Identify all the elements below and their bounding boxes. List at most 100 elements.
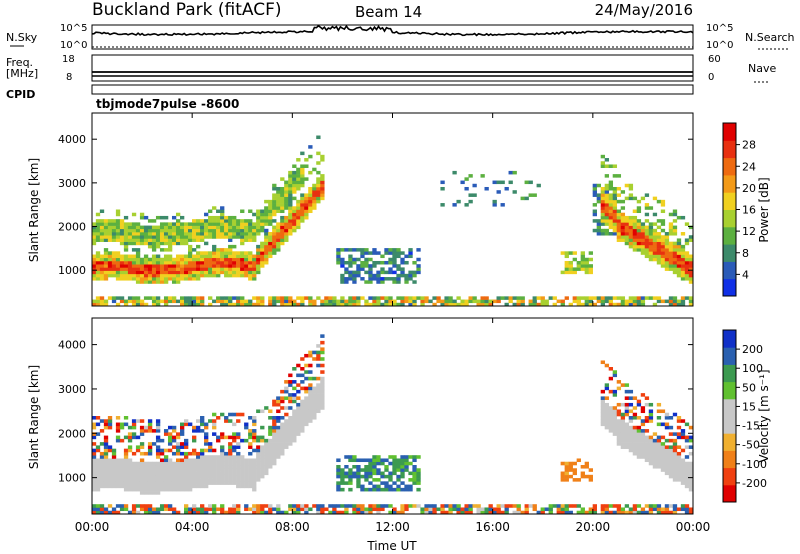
velocity-cell (572, 504, 577, 508)
velocity-cell (107, 425, 113, 430)
power-cell (175, 264, 181, 268)
velocity-cell (167, 465, 173, 469)
power-cell (568, 264, 573, 268)
power-cell (292, 222, 297, 226)
velocity-cell (288, 438, 293, 443)
velocity-cell (600, 416, 606, 420)
colorbar-tick-label: -15 (742, 420, 760, 433)
velocity-cell (304, 419, 309, 423)
velocity-cell (135, 504, 141, 508)
power-cell (123, 299, 129, 304)
power-cell (528, 180, 533, 185)
power-cell (380, 302, 385, 307)
velocity-cell (564, 471, 569, 476)
power-cell (212, 267, 217, 271)
velocity-cell (119, 507, 125, 512)
velocity-cell (656, 461, 662, 466)
power-cell (640, 228, 646, 233)
velocity-cell (139, 442, 145, 446)
velocity-cell (660, 468, 666, 472)
velocity-cell (604, 425, 610, 430)
power-cell (660, 203, 666, 207)
velocity-cell (143, 429, 149, 433)
power-cell (604, 164, 610, 168)
velocity-cell (268, 455, 273, 459)
velocity-cell (568, 465, 573, 469)
velocity-cell (604, 504, 610, 508)
velocity-cell (576, 510, 581, 515)
power-cell (276, 190, 281, 194)
power-cell (308, 193, 313, 197)
velocity-cell (280, 429, 285, 433)
power-cell (175, 232, 181, 236)
power-cell (672, 270, 678, 275)
velocity-cell (103, 442, 109, 446)
power-cell (288, 215, 293, 220)
power-cell (236, 254, 241, 259)
power-cell (119, 232, 125, 236)
power-cell (232, 232, 237, 236)
velocity-cell (664, 471, 670, 476)
power-cell (171, 235, 177, 239)
velocity-cell (127, 471, 133, 476)
power-cell (632, 196, 638, 201)
velocity-cell (300, 425, 305, 430)
power-cell (352, 296, 357, 300)
velocity-cell (107, 419, 113, 423)
power-cell (644, 248, 650, 252)
velocity-cell (155, 425, 161, 430)
velocity-cell (556, 510, 561, 515)
velocity-cell (131, 435, 137, 440)
power-cell (212, 264, 217, 268)
xtick-label: 00:00 (75, 520, 110, 534)
power-cell (672, 264, 678, 268)
velocity-cell (544, 507, 549, 512)
power-cell (240, 225, 245, 230)
power-cell (135, 241, 141, 246)
power-cell (652, 302, 658, 307)
power-cell (95, 273, 101, 278)
power-cell (240, 257, 245, 262)
velocity-cell (604, 412, 610, 417)
velocity-cell (244, 468, 249, 472)
power-cell (260, 219, 265, 223)
power-cell (127, 267, 133, 271)
velocity-cell (276, 507, 281, 512)
power-cell (216, 299, 221, 304)
power-cell (648, 222, 654, 226)
nave-top-tick: 60 (708, 54, 721, 65)
power-cell (504, 186, 509, 191)
velocity-cell (388, 461, 393, 466)
power-cell (228, 219, 233, 223)
power-cell (163, 238, 169, 242)
velocity-cell (300, 399, 305, 404)
power-cell (123, 254, 129, 259)
power-cell (208, 219, 213, 223)
power-cell (151, 244, 157, 249)
velocity-cell (672, 412, 678, 417)
power-cell (252, 222, 257, 226)
velocity-cell (200, 429, 205, 433)
velocity-cell (192, 425, 197, 430)
velocity-cell (91, 504, 97, 508)
velocity-cell (396, 465, 401, 469)
velocity-cell (560, 474, 565, 479)
velocity-cell (300, 412, 305, 417)
power-cell (392, 302, 397, 307)
velocity-cell (103, 481, 109, 485)
power-cell (111, 228, 117, 233)
power-cell (644, 219, 650, 223)
power-cell (344, 270, 349, 275)
power-cell (288, 203, 293, 207)
velocity-cell (131, 478, 137, 482)
power-cell (684, 273, 690, 278)
velocity-cell (236, 481, 241, 485)
velocity-cell (620, 422, 626, 427)
velocity-cell (400, 461, 405, 466)
power-cell (448, 296, 453, 300)
power-cell (288, 206, 293, 210)
power-cell (284, 222, 289, 226)
velocity-cell (99, 419, 105, 423)
velocity-cell (212, 448, 217, 453)
velocity-cell (644, 402, 650, 407)
